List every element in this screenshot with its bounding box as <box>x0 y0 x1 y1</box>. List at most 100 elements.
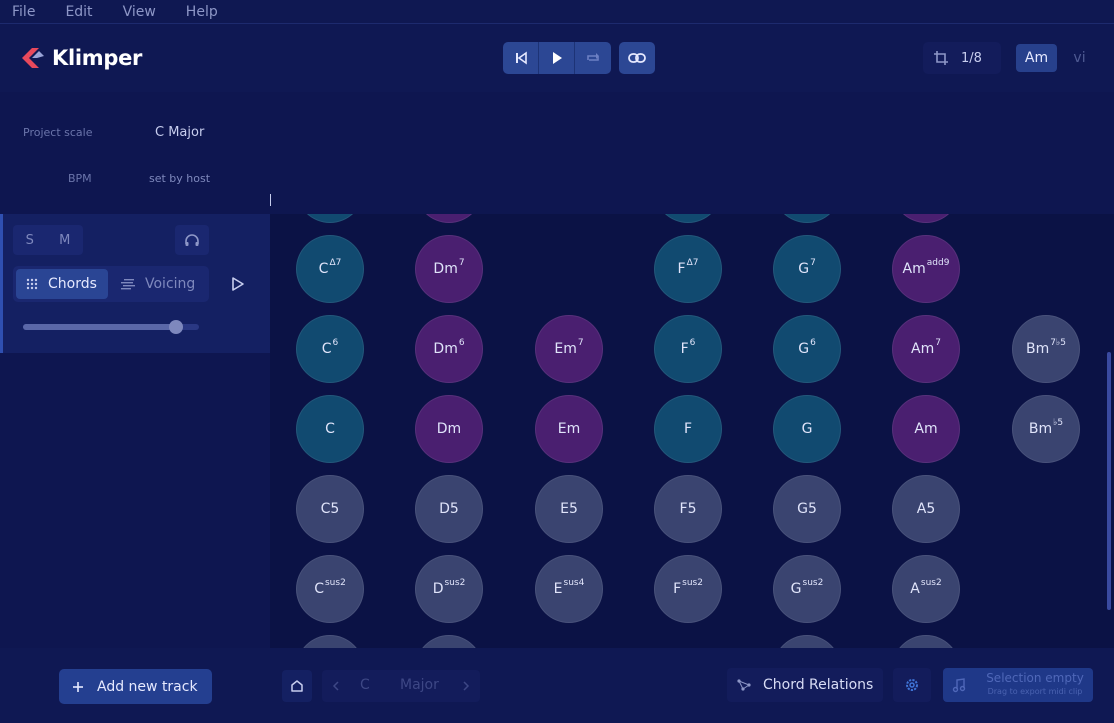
crop-grid-icon <box>934 51 948 65</box>
project-scale-value[interactable]: C Major <box>155 125 205 140</box>
settings-button[interactable] <box>893 668 931 702</box>
chord-pad[interactable]: C5 <box>296 475 364 543</box>
chord-pad[interactable]: A5 <box>892 475 960 543</box>
chord-pad[interactable]: F Δ7 <box>654 235 722 303</box>
chord-root: C <box>318 261 329 277</box>
chord-root: G5 <box>797 501 817 517</box>
chord-pad[interactable]: Dm <box>415 395 483 463</box>
chord-root: F5 <box>679 501 697 517</box>
chord-pad-partial[interactable] <box>892 214 960 223</box>
transport-controls <box>503 42 611 74</box>
solo-button[interactable]: S <box>25 232 34 248</box>
chord-extension: sus2 <box>802 578 824 588</box>
chord-root: Dm <box>433 261 458 277</box>
chord-pad[interactable]: Bm 7♭5 <box>1012 315 1080 383</box>
chord-pad[interactable]: F5 <box>654 475 722 543</box>
chord-pad[interactable]: C <box>296 395 364 463</box>
menu-help[interactable]: Help <box>185 3 218 20</box>
chord-root: E5 <box>560 501 578 517</box>
chord-pad-partial[interactable] <box>773 214 841 223</box>
klimper-logo-icon <box>20 45 46 71</box>
add-track-button[interactable]: Add new track <box>59 669 212 704</box>
header: Klimper 1 <box>0 24 1114 92</box>
chord-pad-partial[interactable] <box>296 635 364 648</box>
link-button[interactable] <box>619 42 655 74</box>
add-track-label: Add new track <box>97 678 198 695</box>
chevron-right-icon[interactable] <box>462 681 470 691</box>
chord-pad-partial[interactable] <box>415 214 483 223</box>
track-volume-slider[interactable] <box>23 320 199 334</box>
track-panel[interactable]: S M Chords Voicing <box>0 214 270 353</box>
monitor-button[interactable] <box>175 225 209 255</box>
nav-root-note: C <box>360 677 370 693</box>
menu-edit[interactable]: Edit <box>65 3 93 20</box>
track-play-button[interactable] <box>229 276 247 294</box>
chord-extension: 6 <box>458 338 465 348</box>
chord-root: Bm <box>1028 421 1053 437</box>
voicing-mode-button[interactable]: Voicing <box>121 269 195 299</box>
chord-pad[interactable]: E5 <box>535 475 603 543</box>
home-button[interactable] <box>282 670 312 702</box>
chord-pad[interactable]: Am add9 <box>892 235 960 303</box>
quantize-selector[interactable]: 1/8 <box>923 42 1001 74</box>
chord-pad-partial[interactable] <box>773 635 841 648</box>
chord-pad-partial[interactable] <box>892 635 960 648</box>
chords-mode-button[interactable]: Chords <box>16 269 108 299</box>
chord-pad[interactable]: Em 7 <box>535 315 603 383</box>
chord-pad[interactable]: Dm 6 <box>415 315 483 383</box>
chord-pad[interactable]: Dm 7 <box>415 235 483 303</box>
chord-extension: 7 <box>458 258 465 268</box>
chord-pad[interactable]: Em <box>535 395 603 463</box>
chord-root: C <box>325 421 335 437</box>
chord-pad-partial[interactable] <box>415 635 483 648</box>
chord-root: D5 <box>439 501 459 517</box>
nav-scale-mode: Major <box>400 677 439 693</box>
midi-export-dropzone[interactable]: Selection empty Drag to export midi clip <box>943 668 1093 702</box>
chord-root: Dm <box>436 421 462 437</box>
chord-pad[interactable]: G <box>773 395 841 463</box>
chord-extension: 6 <box>810 338 816 348</box>
app-name: Klimper <box>52 46 143 70</box>
chord-pad[interactable]: Bm ♭5 <box>1012 395 1080 463</box>
chord-pad-partial[interactable] <box>654 214 722 223</box>
key-roman-numeral[interactable]: vi <box>1073 50 1086 66</box>
chord-relations-button[interactable]: Chord Relations <box>727 668 883 702</box>
key-chord-name[interactable]: Am <box>1016 44 1057 72</box>
volume-thumb[interactable] <box>169 320 184 334</box>
chord-root: C <box>314 581 324 597</box>
chord-root: C5 <box>320 501 340 517</box>
chord-root: D <box>432 581 444 597</box>
chord-pad[interactable]: G5 <box>773 475 841 543</box>
mute-button[interactable]: M <box>59 232 71 248</box>
chord-pad[interactable]: C Δ7 <box>296 235 364 303</box>
chord-extension: 6 <box>689 338 696 348</box>
skip-back-button[interactable] <box>503 42 539 74</box>
chord-pad[interactable]: Am 7 <box>892 315 960 383</box>
chord-grid: C Δ7 Dm 7 F Δ7 G 7 Am add9 C 6 Dm 6 Em 7 F 6 G 6 Am 7 Bm 7♭5 C Dm… <box>270 214 1114 648</box>
chord-extension: ♭5 <box>1053 418 1064 428</box>
chevron-left-icon[interactable] <box>332 681 340 691</box>
menu-file[interactable]: File <box>12 3 36 20</box>
bpm-label: BPM <box>68 172 92 185</box>
chord-pad[interactable]: D5 <box>415 475 483 543</box>
menu-view[interactable]: View <box>122 3 156 20</box>
project-scale-label: Project scale <box>23 126 93 139</box>
chord-pad[interactable]: Am <box>892 395 960 463</box>
play-button[interactable] <box>539 42 575 74</box>
chord-root: A <box>910 581 920 597</box>
scale-navigator: C Major <box>322 670 480 702</box>
loop-button[interactable] <box>575 42 611 74</box>
grid-scrollbar[interactable] <box>1107 352 1111 610</box>
chord-pad-partial[interactable] <box>296 214 364 223</box>
chord-pad[interactable]: F <box>654 395 722 463</box>
